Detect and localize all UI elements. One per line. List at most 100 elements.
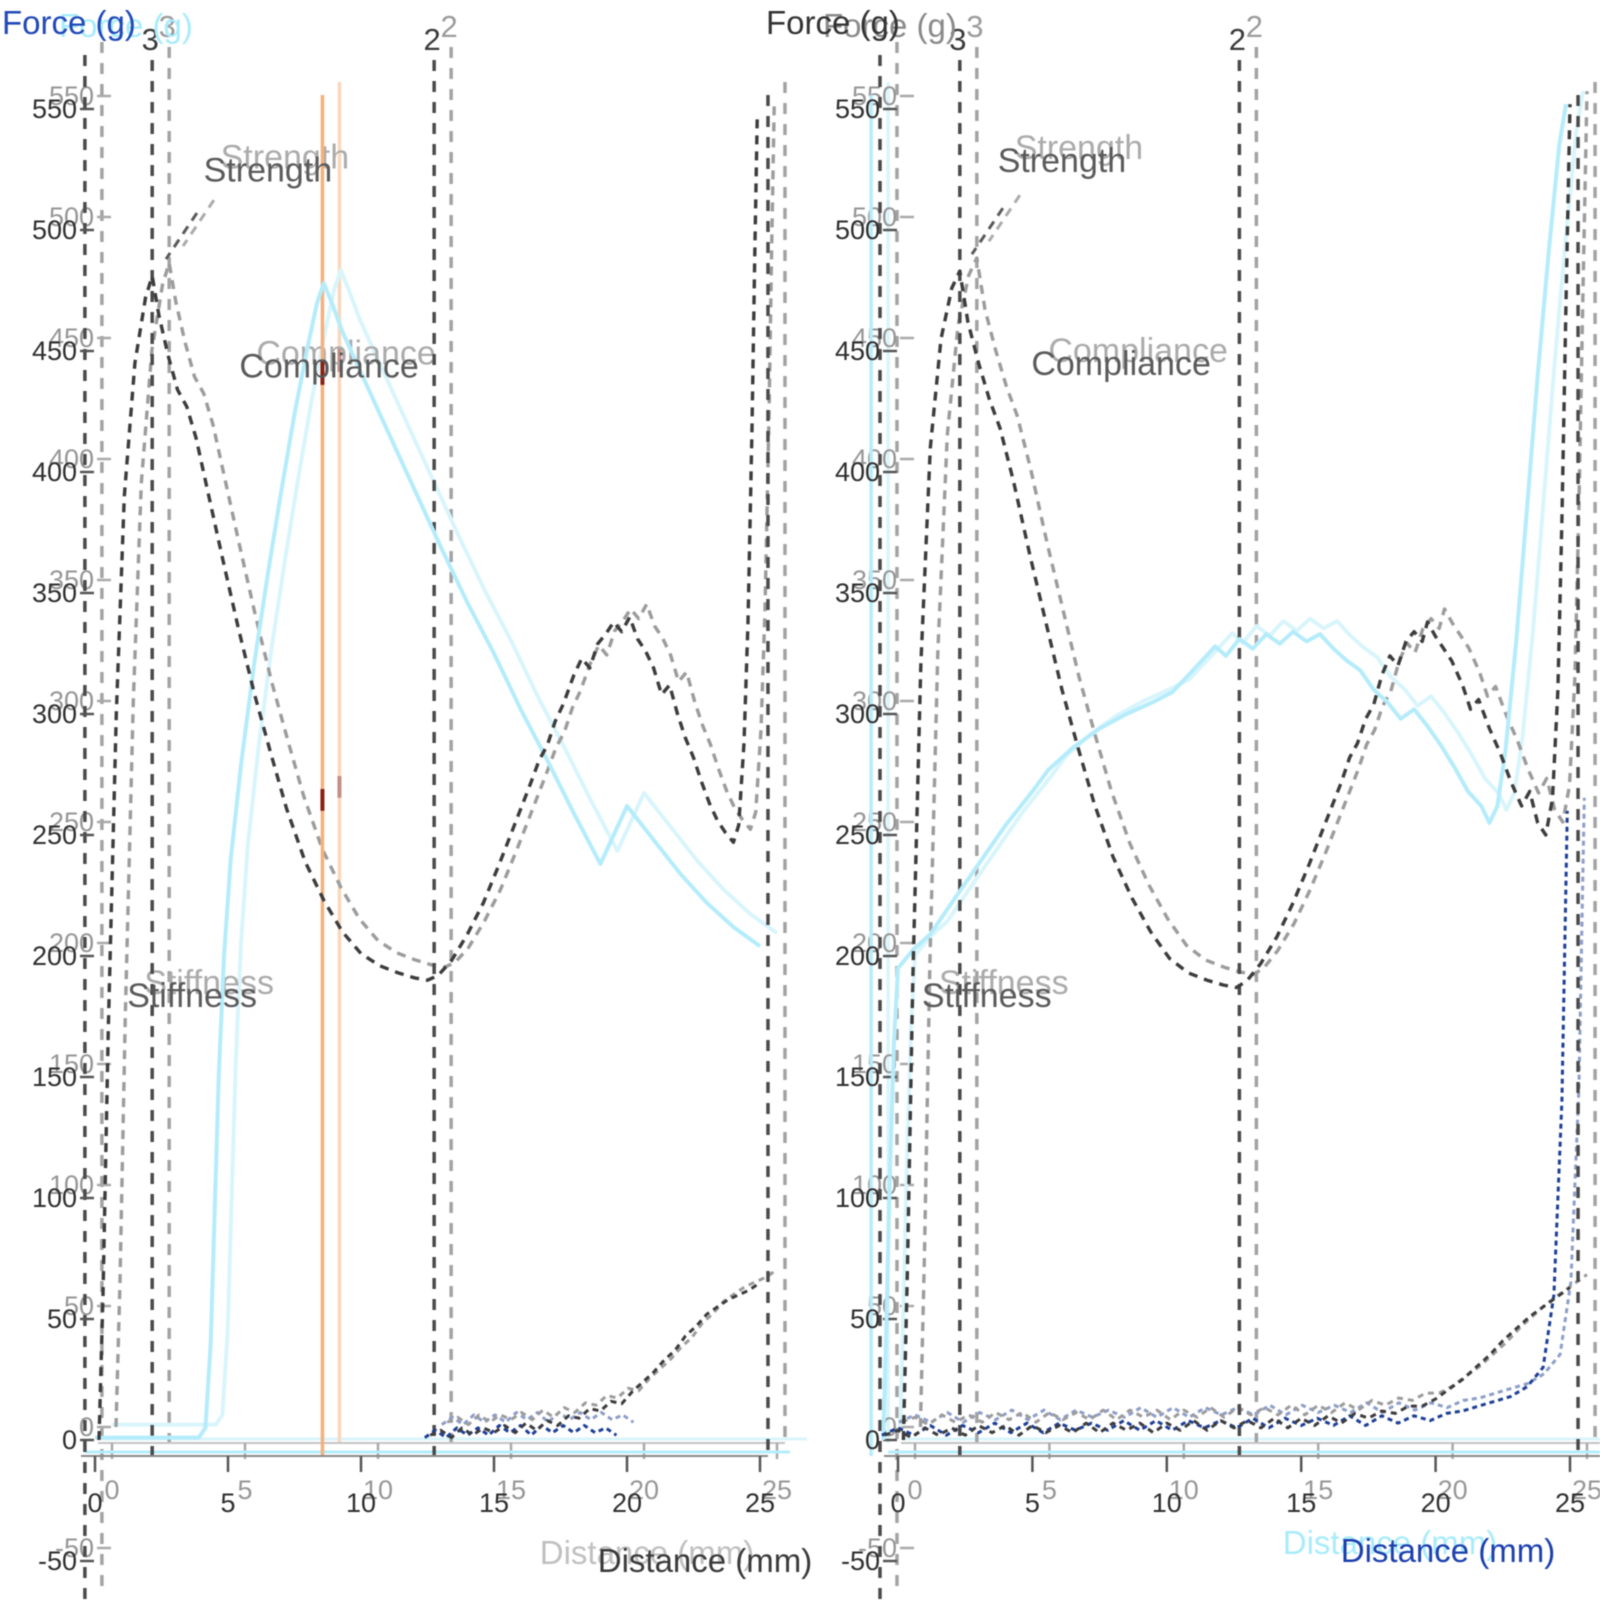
y-tick-label: 50 <box>64 1291 94 1321</box>
x-tick-label: 25 <box>1555 1488 1585 1518</box>
y-tick-label: 0 <box>62 1425 77 1455</box>
annotation-stiffness: Stiffness <box>127 977 257 1015</box>
x-axis-title-ghost: Distance (mm) <box>1283 1524 1498 1561</box>
x-tick-label: 0 <box>104 1475 119 1505</box>
y-tick-label: 250 <box>32 820 77 850</box>
y-axis-title-ghost: Force (g) <box>823 7 957 44</box>
y-tick-label: 200 <box>852 928 897 958</box>
y-axis-title: Force (g) <box>2 4 136 41</box>
y-tick-label: 300 <box>852 686 897 716</box>
x-tick-label: 5 <box>237 1475 252 1505</box>
series-force-return-tail <box>901 1273 1588 1427</box>
annotation-pointer <box>181 199 216 247</box>
y-tick-label: 500 <box>32 215 77 245</box>
annotation-strength: Strength <box>1015 129 1144 167</box>
x-tick-label: 20 <box>1421 1488 1451 1518</box>
annotation-compliance: Compliance <box>239 348 419 386</box>
y-tick-label: 300 <box>835 699 880 729</box>
x-tick-label: 0 <box>87 1488 102 1518</box>
annotation-compliance: Compliance <box>1048 332 1228 370</box>
y-tick-label: 250 <box>835 820 880 850</box>
series-compliance-trace <box>881 103 1568 1441</box>
y-tick-label: 350 <box>32 578 77 608</box>
marker-number: 3 <box>159 9 176 44</box>
x-tick-label: 20 <box>612 1488 642 1518</box>
y-tick-label: -50 <box>841 1546 880 1576</box>
panel-content-right: 3 20 5 10 15 20 255505004504003503002502001501… <box>835 22 1600 1600</box>
y-tick-label: 100 <box>835 1183 880 1213</box>
y-tick-label: 500 <box>835 215 880 245</box>
series-force-return-tail <box>429 1281 761 1440</box>
series-baseline-noise-navy <box>881 810 1569 1437</box>
panel-left: 3 20 5 10 15 20 255505004504003503002502001501… <box>2 4 812 1600</box>
y-tick-label: 100 <box>32 1183 77 1213</box>
y-tick-label: 150 <box>32 1062 77 1092</box>
annotation-strength: Strength <box>204 152 333 190</box>
y-tick-label: -50 <box>858 1533 897 1563</box>
marker-number: 2 <box>1246 9 1263 44</box>
x-tick-label: 10 <box>346 1488 376 1518</box>
y-tick-label: 350 <box>852 565 897 595</box>
y-tick-label: 250 <box>852 807 897 837</box>
y-tick-label: 50 <box>47 1304 77 1334</box>
y-tick-label: 200 <box>835 941 880 971</box>
annotation-stiffness: Stiffness <box>144 964 274 1002</box>
x-axis-title: Distance (mm) <box>598 1542 813 1579</box>
y-tick-label: 450 <box>852 323 897 353</box>
y-tick-label: 300 <box>32 699 77 729</box>
series-baseline-noise-navy <box>440 1411 635 1427</box>
marker-number: 2 <box>1229 22 1246 57</box>
x-tick-label: 10 <box>1152 1488 1182 1518</box>
x-tick-label: 20 <box>1438 1475 1468 1505</box>
annotation-strength: Strength <box>221 139 350 177</box>
x-tick-label: 5 <box>1042 1475 1057 1505</box>
marker-number: 3 <box>949 22 966 57</box>
y-tick-label: 450 <box>835 336 880 366</box>
y-tick-label: 550 <box>32 94 77 124</box>
x-tick-label: 15 <box>479 1488 509 1518</box>
x-tick-label: 25 <box>745 1488 775 1518</box>
x-tick-label: 15 <box>1286 1488 1316 1518</box>
x-tick-label: 25 <box>762 1475 792 1505</box>
y-tick-label: 500 <box>852 202 897 232</box>
panel-content-left: 3 20 5 10 15 20 255505004504003503002502001501… <box>32 22 790 1600</box>
series-force-main <box>918 91 1589 1428</box>
ghost-layer: 3 20 5 10 15 20 255505004504003503002502001501… <box>852 9 1600 1587</box>
series-baseline-noise-navy <box>898 797 1586 1424</box>
x-tick-label: 5 <box>220 1488 235 1518</box>
y-tick-label: 550 <box>835 94 880 124</box>
y-tick-label: 150 <box>835 1062 880 1092</box>
ghost-layer: 3 20 5 10 15 20 255505004504003503002502001501… <box>49 9 807 1587</box>
y-tick-label: 400 <box>852 444 897 474</box>
y-axis-title-ghost: Force (g) <box>59 7 193 44</box>
x-tick-label: 15 <box>496 1475 526 1505</box>
annotation-pointer <box>987 194 1022 243</box>
x-tick-label: 15 <box>1303 1475 1333 1505</box>
marker-number: 2 <box>441 9 458 44</box>
x-tick-label: 0 <box>907 1475 922 1505</box>
y-tick-label: 450 <box>32 336 77 366</box>
series-force-main <box>97 113 759 1441</box>
x-tick-label: 10 <box>1169 1475 1199 1505</box>
series-force-main <box>901 104 1572 1441</box>
y-tick-label: 550 <box>852 81 897 111</box>
series-compliance-trace <box>95 281 762 1440</box>
y-tick-label: 150 <box>852 1049 897 1079</box>
y-tick-label: 400 <box>32 457 77 487</box>
y-tick-label: 50 <box>850 1304 880 1334</box>
x-tick-label: 5 <box>1025 1488 1040 1518</box>
series-compliance-trace <box>898 90 1585 1428</box>
y-tick-label: 350 <box>835 578 880 608</box>
marker-number: 3 <box>966 9 983 44</box>
series-compliance-trace <box>112 268 779 1427</box>
y-tick-label: 0 <box>865 1425 880 1455</box>
annotation-strength: Strength <box>998 142 1127 180</box>
x-tick-label: 10 <box>363 1475 393 1505</box>
y-tick-label: 200 <box>32 941 77 971</box>
y-tick-label: 400 <box>835 457 880 487</box>
y-tick-label: -50 <box>38 1546 77 1576</box>
x-axis-title-ghost: Distance (mm) <box>540 1534 755 1571</box>
x-tick-label: 20 <box>629 1475 659 1505</box>
